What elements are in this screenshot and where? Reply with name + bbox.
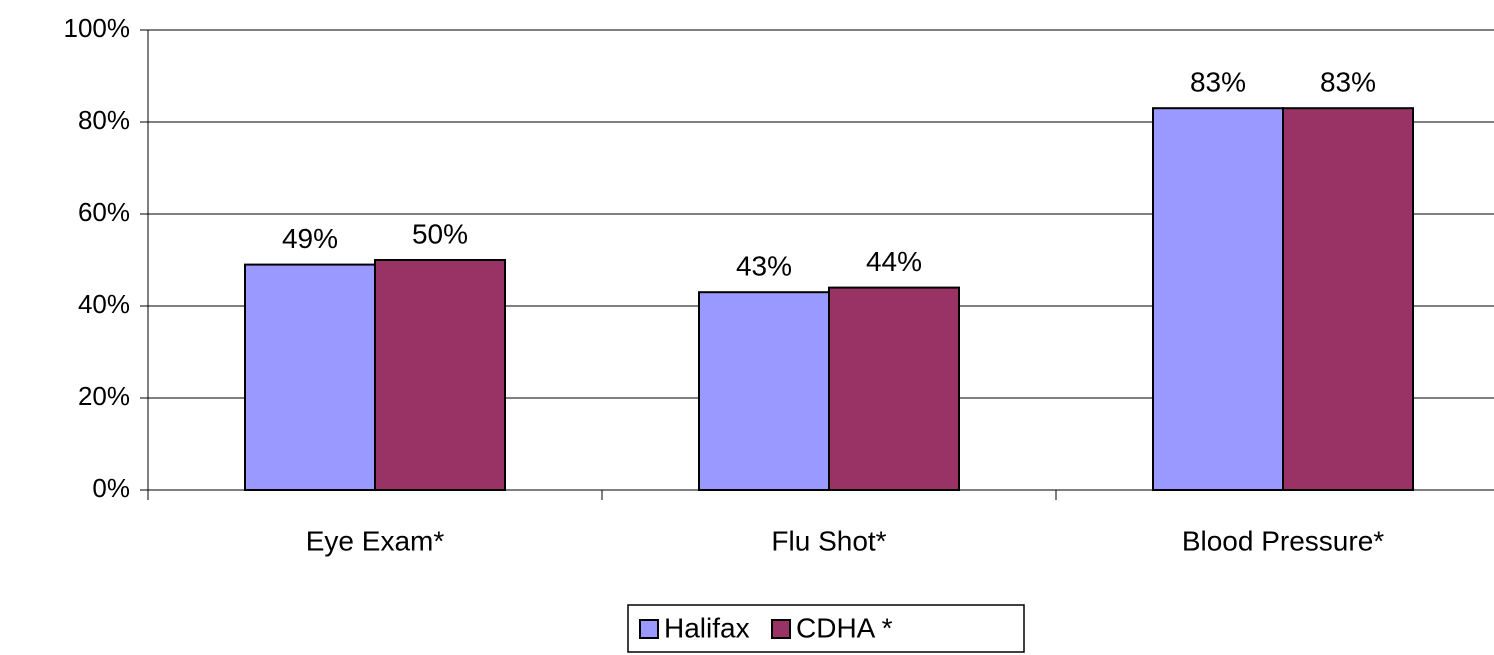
value-label: 83% xyxy=(1190,67,1246,98)
bar xyxy=(698,291,830,492)
legend-label: CDHA * xyxy=(796,612,893,643)
legend-label: Halifax xyxy=(664,612,750,643)
y-tick-label: 0% xyxy=(92,473,130,503)
bar xyxy=(374,259,506,491)
y-tick-label: 60% xyxy=(78,197,130,227)
legend-swatch xyxy=(639,619,659,639)
y-tick-label: 20% xyxy=(78,381,130,411)
legend-box xyxy=(627,604,1025,653)
bar xyxy=(1282,107,1414,491)
value-label: 43% xyxy=(736,251,792,282)
bar xyxy=(828,286,960,491)
y-tick-label: 100% xyxy=(64,13,131,43)
value-label: 50% xyxy=(412,218,468,249)
value-label: 44% xyxy=(866,246,922,277)
x-tick-label: Blood Pressure* xyxy=(1182,525,1384,556)
x-tick-label: Eye Exam* xyxy=(306,525,445,556)
legend-swatch xyxy=(771,619,791,639)
bar xyxy=(1152,107,1284,491)
bar xyxy=(244,263,376,491)
value-label: 49% xyxy=(282,223,338,254)
x-tick-label: Flu Shot* xyxy=(771,525,886,556)
y-tick-label: 80% xyxy=(78,105,130,135)
y-tick-label: 40% xyxy=(78,289,130,319)
value-label: 83% xyxy=(1320,67,1376,98)
